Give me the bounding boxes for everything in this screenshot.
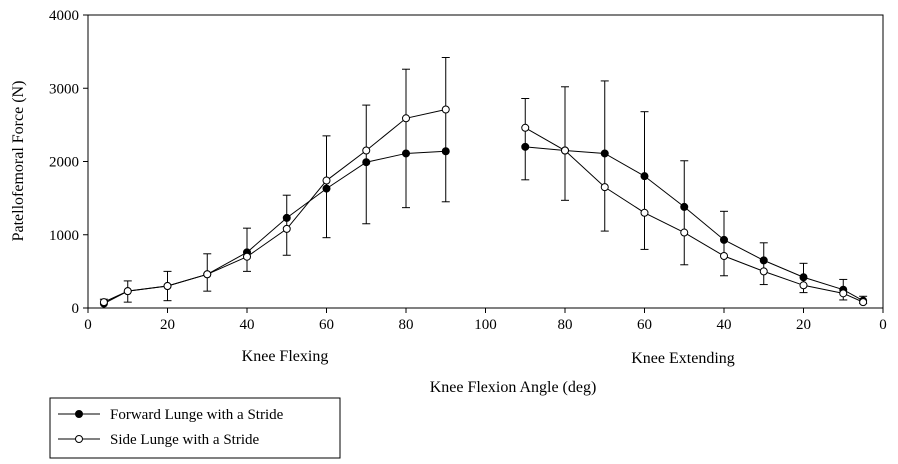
data-point-side <box>163 282 172 291</box>
data-point-side <box>561 146 569 155</box>
x-tick-label: 20 <box>796 317 811 333</box>
data-point-side <box>243 252 251 261</box>
data-point-side <box>322 176 331 185</box>
data-point-side <box>362 146 371 155</box>
series-line-forward-extending <box>525 146 864 302</box>
data-point-side <box>123 287 132 296</box>
x-axis: 0 20 40 60 80 100 80 60 40 20 0 <box>84 308 887 333</box>
x-tick-label: 40 <box>240 317 255 333</box>
x-tick-label: 60 <box>319 317 334 333</box>
data-point-side <box>640 208 649 217</box>
knee-extending-label: Knee Extending <box>631 350 735 367</box>
data-point-side <box>759 267 768 276</box>
x-axis-title: Knee Flexion Angle (deg) <box>430 379 597 396</box>
data-point-side <box>720 251 728 260</box>
data-point-forward <box>441 147 450 156</box>
y-tick-label: 0 <box>72 301 80 317</box>
legend: Forward Lunge with a Stride Side Lunge w… <box>49 397 341 459</box>
series-line-side-extending <box>525 127 864 303</box>
data-point-side <box>799 281 808 290</box>
legend-label-side: Side Lunge with a Stride <box>110 432 259 448</box>
data-point-side <box>600 183 609 192</box>
x-tick-label: 0 <box>84 317 92 333</box>
x-tick-label: 0 <box>879 317 887 333</box>
data-point-forward <box>521 142 530 151</box>
data-point-forward <box>680 202 689 211</box>
legend-marker-forward <box>75 410 83 418</box>
data-point-forward <box>640 172 649 181</box>
y-axis: 0 1000 2000 3000 4000 <box>49 8 88 317</box>
data-point-forward <box>322 184 331 193</box>
x-tick-label: 40 <box>717 317 732 333</box>
knee-flexing-label: Knee Flexing <box>242 348 329 365</box>
data-point-forward <box>720 235 728 244</box>
data-point-side <box>859 298 868 307</box>
data-point-side <box>680 228 689 237</box>
data-markers <box>99 105 868 308</box>
data-point-side <box>521 123 530 132</box>
data-point-side <box>99 298 108 307</box>
data-point-forward <box>799 273 808 282</box>
x-tick-label: 80 <box>399 317 414 333</box>
legend-box <box>49 397 341 459</box>
y-tick-label: 4000 <box>49 8 79 24</box>
y-tick-label: 1000 <box>49 228 79 244</box>
data-point-forward <box>402 149 410 158</box>
data-point-forward <box>600 149 609 158</box>
x-tick-label: 20 <box>160 317 175 333</box>
series-line-side-flexing <box>103 109 446 303</box>
series-line-forward-flexing <box>103 150 446 305</box>
data-point-side <box>203 270 212 279</box>
x-tick-label: 60 <box>637 317 652 333</box>
data-point-forward <box>759 256 768 265</box>
y-axis-title: Patellofemoral Force (N) <box>10 81 27 242</box>
data-point-side <box>839 289 848 298</box>
data-point-forward <box>282 213 291 222</box>
data-point-side <box>441 105 450 114</box>
data-point-side <box>402 114 410 123</box>
x-tick-label: 80 <box>558 317 573 333</box>
legend-marker-side <box>75 435 83 443</box>
y-tick-label: 2000 <box>49 155 79 171</box>
legend-label-forward: Forward Lunge with a Stride <box>110 407 284 423</box>
data-point-side <box>282 224 291 233</box>
y-tick-label: 3000 <box>49 81 79 97</box>
series-lines <box>103 109 864 305</box>
x-tick-label: 100 <box>474 317 497 333</box>
data-point-forward <box>362 158 371 167</box>
